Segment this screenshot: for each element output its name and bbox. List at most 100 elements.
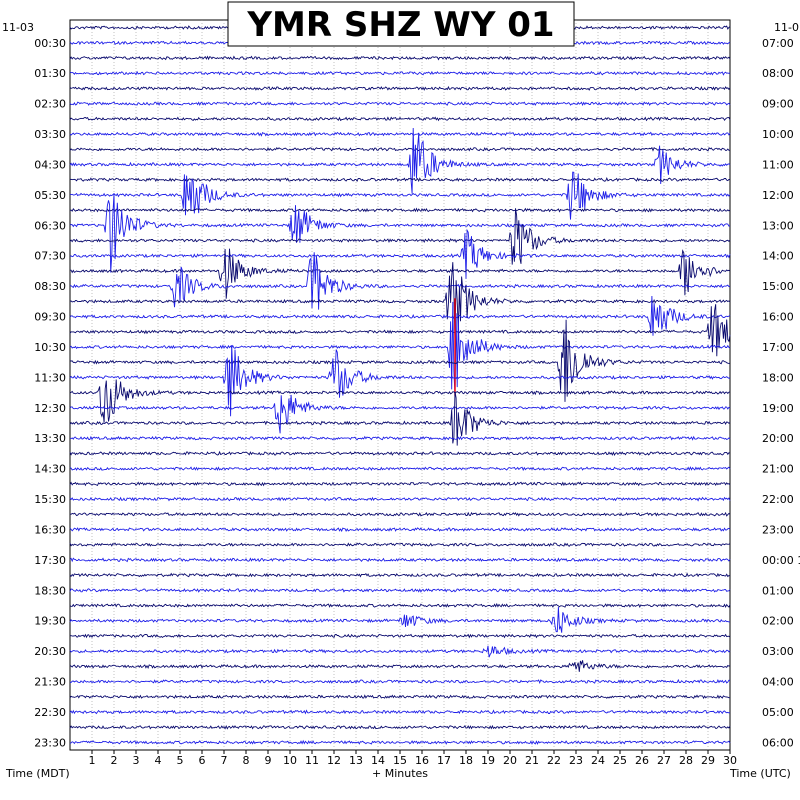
plot-frame — [69, 19, 731, 751]
trace-line — [69, 131, 731, 137]
trace-line — [69, 344, 731, 417]
x-tick-label: 4 — [155, 754, 162, 767]
right-time-label: 13:00 — [762, 219, 794, 232]
date-right-label: 11-0 — [774, 21, 799, 34]
x-tick-label: 1 — [89, 754, 96, 767]
left-time-label: 09:30 — [34, 311, 66, 324]
trace-line — [69, 572, 731, 578]
x-tick-label: 8 — [243, 754, 250, 767]
left-time-label: 13:30 — [34, 432, 66, 445]
trace-line — [69, 101, 731, 107]
trace-line — [69, 709, 731, 715]
trace-line — [69, 116, 731, 122]
x-tick-label: 25 — [613, 754, 627, 767]
trace-line — [69, 379, 731, 423]
trace-line — [69, 606, 730, 633]
trace-line — [69, 207, 731, 213]
right-time-label: 21:00 — [762, 463, 794, 476]
left-time-label: 22:30 — [34, 706, 66, 719]
x-tick-label: 22 — [547, 754, 561, 767]
trace-line — [69, 70, 731, 76]
right-time-label: 22:00 — [762, 493, 794, 506]
right-time-label: 00:00 11-04 — [762, 554, 800, 567]
trace-line — [69, 481, 731, 487]
x-tick-label: 11 — [305, 754, 319, 767]
right-time-label: 23:00 — [762, 523, 794, 536]
right-axis-title: Time (UTC) — [729, 767, 791, 780]
right-time-label: 08:00 — [762, 67, 794, 80]
left-time-label: 10:30 — [34, 341, 66, 354]
trace-line — [69, 127, 731, 194]
trace-line — [69, 602, 731, 609]
trace-line — [69, 252, 731, 310]
trace-line — [69, 85, 731, 91]
left-time-label: 11:30 — [34, 371, 66, 384]
left-time-label: 16:30 — [34, 523, 66, 536]
left-time-label: 20:30 — [34, 645, 66, 658]
x-tick-label: 23 — [569, 754, 583, 767]
x-tick-label: 19 — [481, 754, 495, 767]
left-time-label: 08:30 — [34, 280, 66, 293]
x-tick-label: 15 — [393, 754, 407, 767]
x-tick-label: 17 — [437, 754, 451, 767]
trace-line — [70, 248, 731, 299]
left-time-label: 07:30 — [34, 250, 66, 263]
trace-line — [69, 177, 731, 183]
x-tick-label: 2 — [111, 754, 118, 767]
left-time-label: 17:30 — [34, 554, 66, 567]
right-time-label: 20:00 — [762, 432, 794, 445]
left-time-label: 03:30 — [34, 128, 66, 141]
left-time-label: 12:30 — [34, 402, 66, 415]
trace-line — [69, 55, 731, 61]
right-time-label: 05:00 — [762, 706, 794, 719]
x-tick-label: 5 — [177, 754, 184, 767]
trace-line — [69, 678, 731, 685]
trace-line — [69, 739, 731, 745]
trace-line — [69, 391, 731, 446]
trace-line — [69, 645, 731, 658]
trace-line — [69, 319, 731, 402]
left-time-label: 14:30 — [34, 463, 66, 476]
trace-line — [69, 633, 731, 639]
x-tick-label: 7 — [221, 754, 228, 767]
x-tick-label: 26 — [635, 754, 649, 767]
right-time-label: 07:00 — [762, 37, 794, 50]
left-time-label: 21:30 — [34, 676, 66, 689]
right-time-label: 19:00 — [762, 402, 794, 415]
trace-line — [69, 171, 731, 220]
trace-line — [69, 208, 731, 265]
x-tick-label: 9 — [265, 754, 272, 767]
x-tick-label: 14 — [371, 754, 385, 767]
trace-line — [69, 466, 731, 472]
trace-line — [69, 660, 731, 672]
trace-line — [69, 542, 731, 547]
x-tick-label: 6 — [199, 754, 206, 767]
trace-line — [69, 435, 731, 441]
left-time-label: 19:30 — [34, 615, 66, 628]
trace-line — [69, 295, 731, 336]
right-time-label: 16:00 — [762, 311, 794, 324]
trace-line — [69, 301, 731, 396]
right-time-label: 14:00 — [762, 250, 794, 263]
trace-line — [69, 394, 731, 434]
trace-line — [69, 724, 731, 730]
right-time-label: 01:00 — [762, 584, 794, 597]
x-tick-label: 28 — [679, 754, 693, 767]
trace-line — [69, 304, 731, 357]
x-tick-label: 12 — [327, 754, 341, 767]
x-axis-title: + Minutes — [372, 767, 428, 780]
x-tick-label: 27 — [657, 754, 671, 767]
trace-line — [69, 193, 731, 273]
trace-line — [69, 527, 731, 533]
date-left-label: 11-03 — [2, 21, 34, 34]
x-tick-label: 24 — [591, 754, 605, 767]
x-tick-label: 18 — [459, 754, 473, 767]
right-time-label: 15:00 — [762, 280, 794, 293]
left-axis-title: Time (MDT) — [5, 767, 70, 780]
trace-line — [69, 496, 731, 502]
trace-line — [69, 557, 731, 563]
left-time-label: 00:30 — [34, 37, 66, 50]
right-time-label: 09:00 — [762, 98, 794, 111]
chart-title: YMR SHZ WY 01 — [246, 5, 554, 45]
trace-line — [69, 450, 731, 456]
